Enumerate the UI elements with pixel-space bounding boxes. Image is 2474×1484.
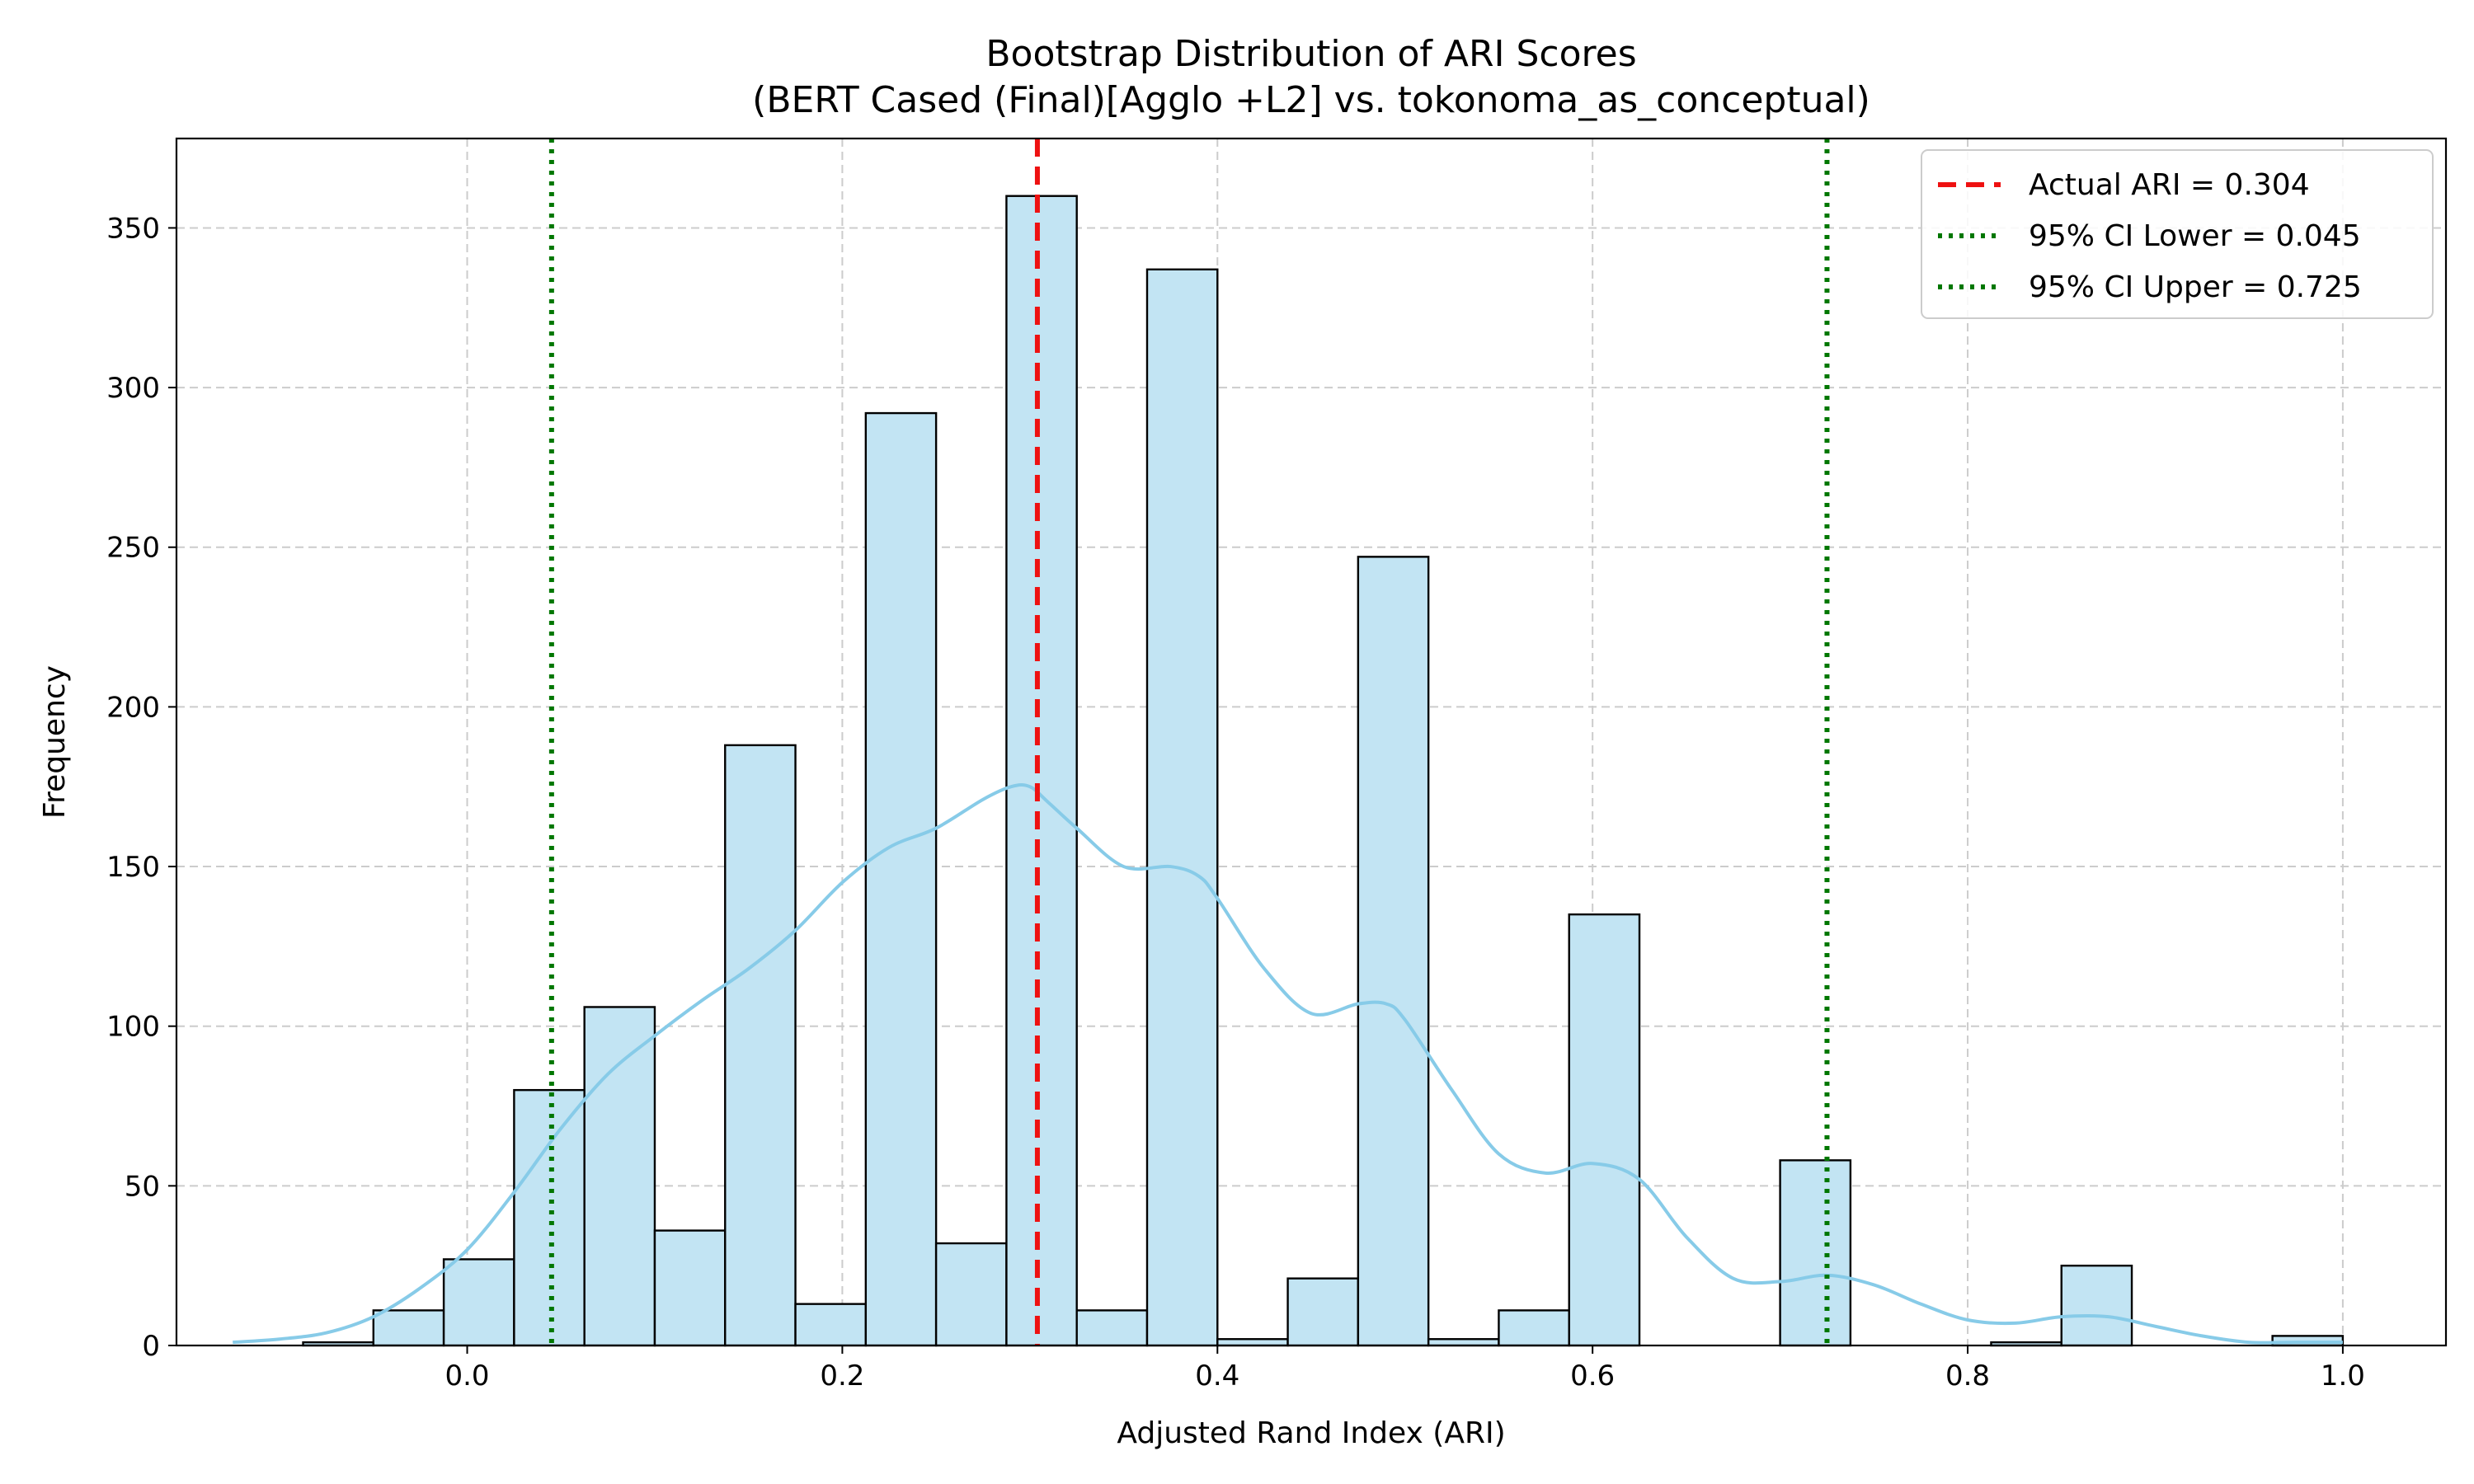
histogram-bar [1286, 1277, 1360, 1347]
reference-lines [548, 139, 1830, 1345]
y-axis-ticks: 0 50 100 150 200 250 300 350 [106, 212, 176, 1363]
histogram-bar [1498, 1309, 1570, 1347]
histogram-bar [1145, 268, 1219, 1347]
x-tick-label: 0.2 [820, 1360, 864, 1392]
histogram-bar [934, 1242, 1008, 1347]
histogram-bar [1357, 556, 1430, 1347]
histogram-bar [724, 744, 797, 1347]
chart-title-line-1: Bootstrap Distribution of ARI Scores [985, 33, 1636, 75]
y-tick-label: 250 [106, 532, 160, 565]
y-tick-label: 350 [106, 212, 160, 245]
histogram-bar [653, 1229, 727, 1347]
legend: Actual ARI = 0.304 95% CI Lower = 0.045 95… [1921, 149, 2434, 319]
histogram-bar [442, 1258, 515, 1347]
y-tick-label: 100 [106, 1011, 160, 1044]
histogram-bar [2060, 1264, 2133, 1347]
histogram-bar [864, 411, 938, 1347]
y-tick-label: 150 [106, 851, 160, 884]
legend-label: 95% CI Lower = 0.045 [2029, 219, 2361, 253]
plot-frame [175, 137, 2448, 1347]
legend-label: Actual ARI = 0.304 [2029, 168, 2310, 202]
x-tick-label: 0.0 [444, 1360, 489, 1392]
histogram-bar [1075, 1309, 1149, 1347]
y-tick-label: 0 [142, 1330, 160, 1363]
x-tick-label: 1.0 [2321, 1360, 2365, 1392]
histogram-bar [513, 1088, 586, 1347]
y-tick-label: 200 [106, 691, 160, 724]
chart-title-line-2: (BERT Cased (Final)[Agglo +L2] vs. tokon… [752, 79, 1870, 121]
y-axis-label: Frequency [38, 665, 72, 819]
kde-curve-group [233, 783, 2343, 1345]
legend-box [1921, 149, 2434, 319]
histogram-bar [1216, 1338, 1289, 1347]
histogram-bar [1568, 913, 1641, 1347]
x-axis-label: Adjusted Rand Index (ARI) [1117, 1416, 1505, 1450]
histogram-bar [794, 1303, 868, 1347]
histogram-bars [302, 195, 2345, 1347]
histogram-bar [1427, 1338, 1500, 1347]
x-axis-ticks: 0.0 0.2 0.4 0.6 0.8 1.0 [444, 1345, 2365, 1392]
legend-label: 95% CI Upper = 0.725 [2029, 270, 2362, 304]
y-tick-label: 50 [125, 1170, 160, 1203]
histogram-bar [1779, 1159, 1852, 1347]
x-tick-label: 0.4 [1195, 1360, 1239, 1392]
histogram-bar [372, 1309, 445, 1347]
kde-curve [233, 783, 2343, 1345]
histogram-bar [583, 1006, 656, 1347]
histogram-bar [1005, 195, 1078, 1347]
y-tick-label: 300 [106, 372, 160, 405]
x-tick-label: 0.8 [1945, 1360, 1990, 1392]
x-tick-label: 0.6 [1570, 1360, 1615, 1392]
